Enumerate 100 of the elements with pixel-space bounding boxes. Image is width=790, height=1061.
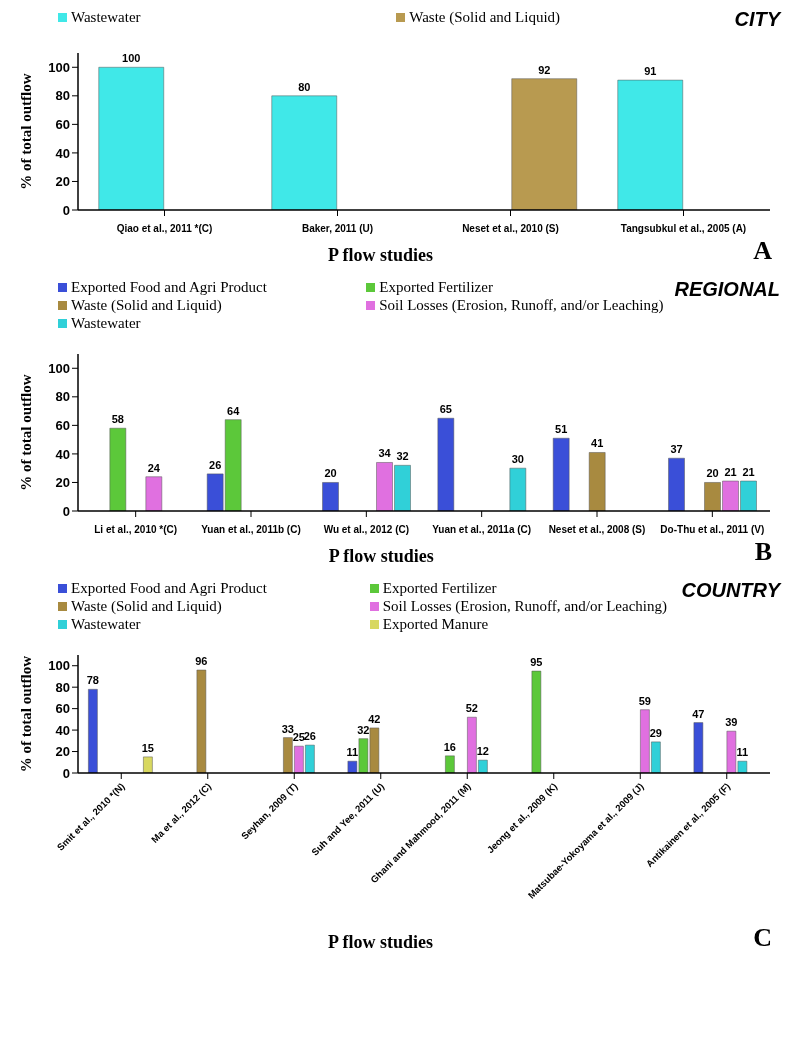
data-label: 15 (141, 741, 155, 754)
data-label: 80 (298, 80, 311, 93)
y-tick-label: 0 (62, 202, 70, 218)
y-axis-title: % of total outflow (18, 73, 35, 190)
bar (143, 756, 153, 773)
legend-label: Waste (Solid and Liquid) (71, 296, 222, 314)
y-tick-label: 40 (55, 145, 70, 161)
data-label: 30 (511, 453, 524, 466)
data-label: 59 (638, 694, 652, 707)
y-tick-label: 0 (62, 503, 70, 519)
x-tick-label: Do-Thu et al., 2011 (V) (660, 524, 765, 535)
chart-title: CITY (733, 8, 780, 31)
legend-label: Waste (Solid and Liquid) (409, 8, 561, 26)
x-axis-title: P flow studies (327, 932, 435, 953)
bar (668, 457, 685, 511)
bar (322, 482, 339, 511)
data-label: 52 (465, 702, 479, 715)
x-tick-label: Yuan et al., 2011b (C) (201, 524, 301, 535)
x-axis-title: P flow studies (327, 546, 435, 567)
data-label: 21 (724, 466, 737, 479)
legend-label: Exported Fertilizer (382, 579, 497, 597)
y-tick-label: 20 (55, 174, 70, 190)
bar (588, 452, 606, 511)
y-tick-label: 20 (55, 744, 70, 760)
data-label: 91 (644, 65, 657, 78)
data-label: 100 (122, 52, 141, 65)
legend-label: Exported Fertilizer (379, 278, 493, 296)
x-axis-title: P flow studies (327, 245, 435, 266)
data-label: 21 (742, 466, 755, 479)
bar (271, 95, 338, 210)
data-label: 16 (443, 740, 457, 753)
data-label: 24 (147, 461, 161, 474)
data-label: 58 (111, 413, 124, 426)
x-tick-label: Li et al., 2010 *(C) (94, 524, 178, 535)
bar (511, 78, 578, 210)
legend-label: Wastewater (71, 615, 141, 633)
y-tick-label: 40 (55, 722, 70, 738)
data-label: 95 (530, 656, 543, 669)
bar (693, 722, 704, 773)
chart-title: REGIONAL (673, 278, 780, 301)
bar (88, 689, 98, 773)
data-label: 37 (670, 443, 683, 456)
data-label: 32 (396, 450, 409, 463)
x-tick-label: Wu et al., 2012 (C) (323, 524, 410, 535)
x-tick-label: Neset et al., 2008 (S) (548, 524, 646, 535)
bar (531, 670, 542, 773)
data-label: 26 (209, 458, 222, 471)
data-label: 65 (439, 403, 452, 416)
x-tick-label: Tangsubkul et al., 2005 (A) (620, 223, 747, 234)
y-tick-label: 100 (48, 59, 70, 75)
data-label: 47 (692, 707, 705, 720)
data-label: 39 (725, 716, 738, 729)
data-label: 41 (591, 437, 604, 450)
legend-label: Wastewater (71, 8, 141, 26)
bar (437, 417, 455, 511)
data-label: 92 (538, 63, 551, 76)
data-label: 34 (378, 447, 392, 460)
data-label: 42 (368, 712, 381, 725)
data-label: 12 (476, 745, 490, 758)
y-tick-label: 40 (55, 446, 70, 462)
y-tick-label: 80 (55, 88, 70, 104)
y-tick-label: 0 (62, 765, 70, 781)
text: B (754, 537, 773, 567)
y-tick-label: 80 (55, 679, 70, 695)
data-label: 29 (649, 726, 663, 739)
legend-label: Exported Food and Agri Product (71, 579, 267, 597)
legend-label: Waste (Solid and Liquid) (71, 597, 222, 615)
bar (98, 67, 165, 210)
chart-title: COUNTRY (680, 579, 780, 602)
y-axis-title: % of total outflow (18, 655, 35, 773)
y-tick-label: 20 (55, 475, 70, 491)
y-tick-label: 60 (55, 417, 70, 433)
data-label: 33 (281, 722, 295, 735)
bar (196, 669, 207, 773)
y-tick-label: 80 (55, 389, 70, 405)
bar (552, 437, 570, 511)
bar (109, 427, 127, 511)
legend-label: Exported Food and Agri Product (71, 278, 267, 296)
bar (445, 755, 455, 773)
data-label: 11 (346, 746, 359, 759)
x-tick-label: Baker, 2011 (U) (301, 223, 374, 234)
y-tick-label: 100 (48, 658, 70, 674)
y-axis-title: % of total outflow (18, 374, 35, 491)
bar (617, 79, 684, 210)
x-tick-label: Yuan et al., 2011a (C) (432, 524, 532, 535)
bar (145, 476, 163, 511)
data-label: 51 (555, 423, 568, 436)
legend-label: Wastewater (71, 314, 141, 332)
legend-label: Exported Manure (382, 615, 489, 633)
data-label: 11 (736, 746, 749, 759)
x-tick-label: Neset et al., 2010 (S) (462, 223, 559, 234)
text: C (753, 923, 773, 953)
data-label: 25 (292, 731, 306, 744)
x-tick-label: Qiao et al., 2011 *(C) (116, 223, 213, 234)
data-label: 96 (195, 655, 208, 668)
y-tick-label: 60 (55, 116, 70, 132)
text: A (753, 236, 773, 266)
data-label: 26 (303, 730, 317, 743)
data-label: 32 (357, 723, 370, 736)
y-tick-label: 60 (55, 701, 70, 717)
